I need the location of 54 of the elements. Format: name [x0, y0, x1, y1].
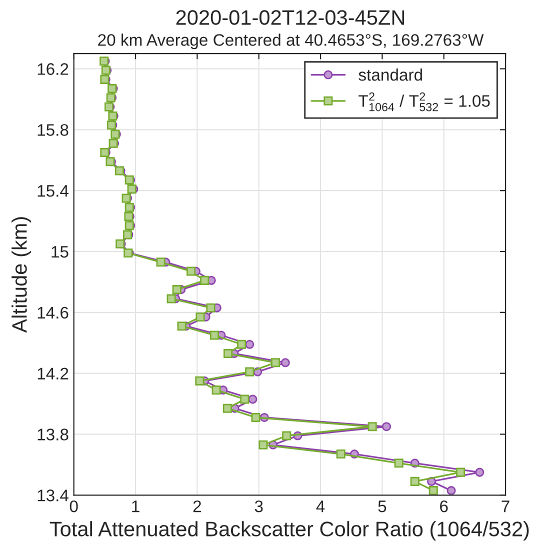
point	[210, 330, 219, 340]
x-tick-label: 5	[378, 500, 386, 512]
point	[382, 422, 392, 432]
point	[237, 340, 246, 349]
point	[186, 266, 196, 276]
point	[258, 440, 268, 450]
y-tick-label: 13.8	[38, 428, 68, 440]
point	[222, 404, 232, 413]
point	[156, 258, 166, 267]
x-tick-label: 2	[193, 500, 201, 512]
point	[224, 349, 233, 358]
point	[428, 486, 438, 496]
point	[195, 376, 204, 386]
y-tick-label: 15.8	[38, 124, 68, 136]
point	[245, 367, 254, 376]
x-tick-label: 4	[316, 500, 325, 512]
point	[166, 294, 176, 304]
point	[336, 450, 346, 459]
point	[177, 322, 186, 331]
x-axis-title: Total Attenuated Backscatter Color Ratio (1064/532)	[50, 521, 529, 541]
point	[212, 386, 221, 395]
chart-title: 2020-01-02T12-03-45ZN	[176, 10, 404, 25]
chart-subtitle: 20 km Average Centered at 40.4653°S, 169.2763°W	[98, 34, 484, 50]
point	[270, 358, 280, 368]
legend-label: standard	[358, 68, 422, 81]
point	[456, 468, 466, 477]
x-tick-label: 6	[440, 500, 448, 512]
y-tick-label: 15	[52, 246, 68, 258]
point	[446, 486, 456, 496]
y-tick-label: 15.4	[38, 185, 68, 197]
point	[200, 276, 210, 285]
point	[172, 285, 182, 294]
y-tick-label: 14.2	[38, 368, 68, 380]
point	[248, 394, 258, 404]
point	[394, 458, 404, 468]
x-tick-label: 7	[502, 500, 510, 512]
point	[196, 312, 205, 322]
y-axis-title: Altitude (km)	[12, 217, 31, 333]
y-tick-label: 16.2	[38, 63, 68, 75]
point	[245, 340, 254, 349]
point	[206, 303, 216, 312]
point	[251, 412, 260, 422]
x-tick-label: 1	[132, 500, 140, 512]
y-tick-label: 14.6	[38, 306, 68, 319]
x-tick-label: 0	[70, 500, 78, 512]
legend-label: T$^{2}$$_{1064}$ / T$^{2}$$_{532}$ = 1.05	[358, 92, 490, 112]
x-tick-label: 3	[254, 500, 263, 512]
point	[368, 422, 377, 432]
point	[410, 476, 420, 486]
point	[282, 431, 292, 440]
point	[240, 394, 250, 404]
point	[475, 468, 484, 477]
point	[280, 358, 290, 368]
y-tick-label: 13.4	[38, 490, 68, 502]
